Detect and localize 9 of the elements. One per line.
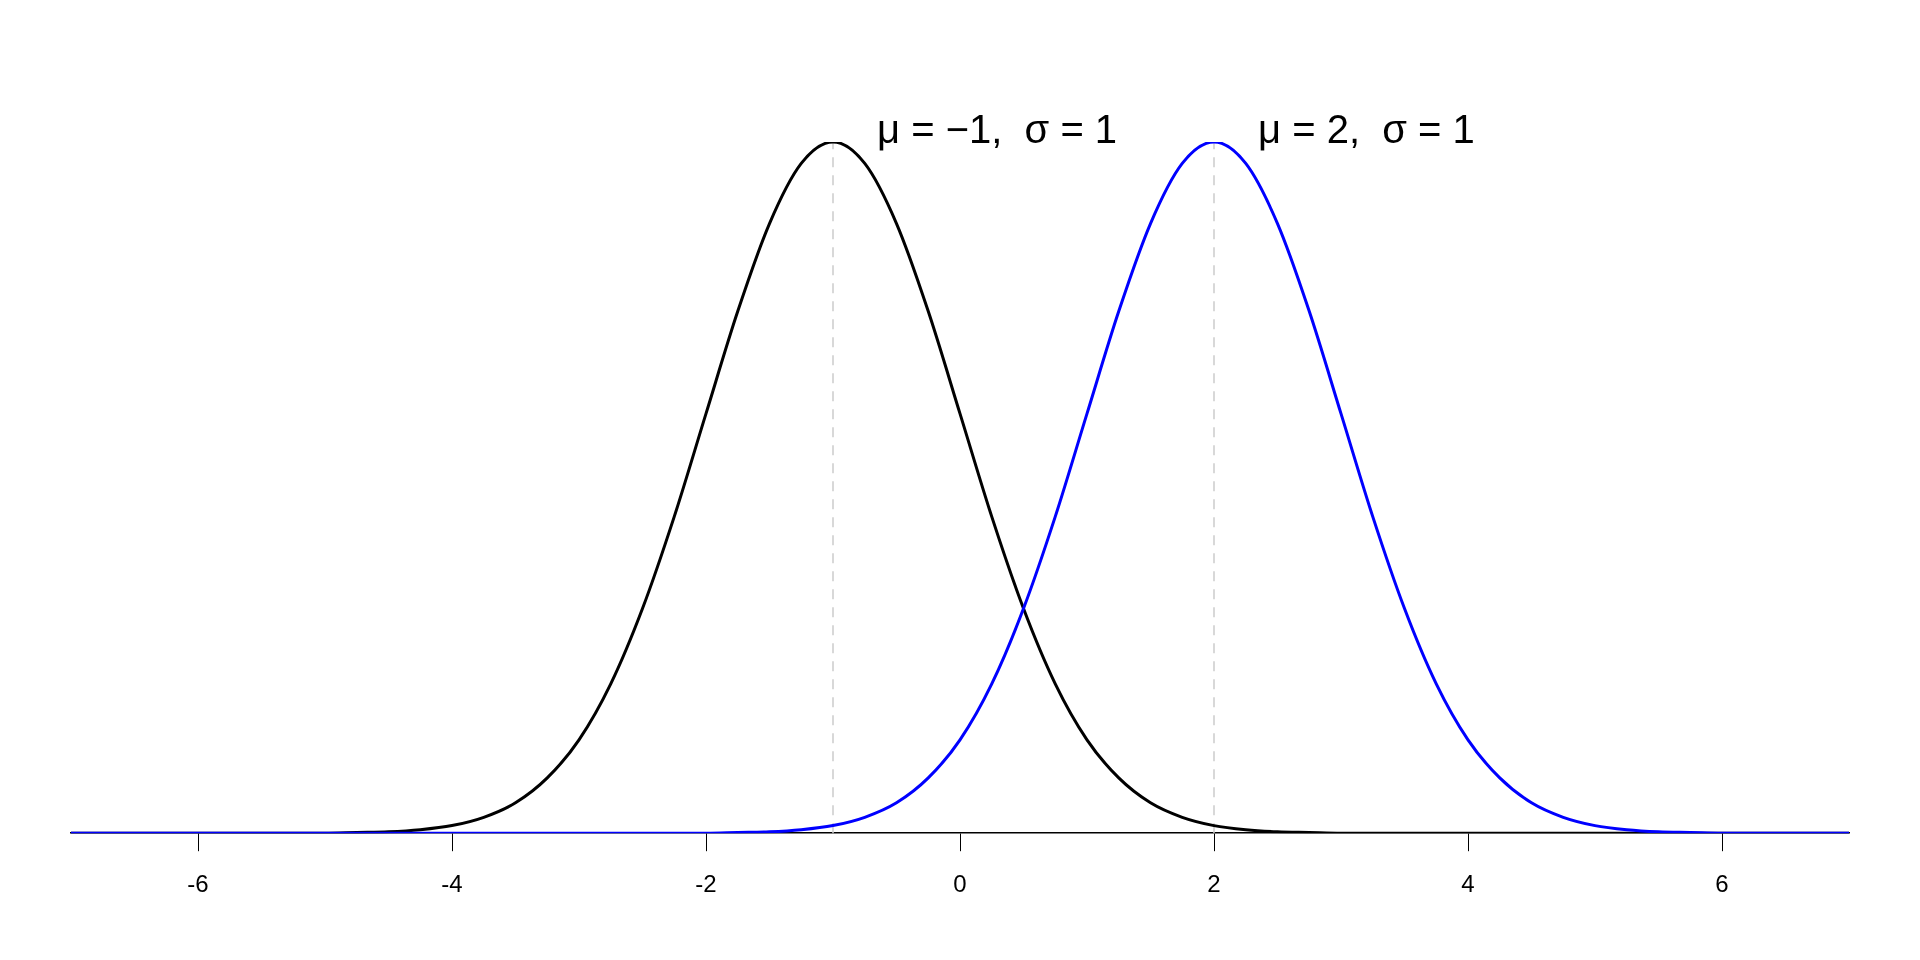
x-tick-label: -2 xyxy=(695,870,717,898)
x-tick-label: 2 xyxy=(1207,870,1221,898)
annotation: μ = 2, σ = 1 xyxy=(1258,107,1475,152)
annotation: μ = −1, σ = 1 xyxy=(877,107,1118,152)
x-tick-label: -6 xyxy=(187,870,209,898)
x-tick-label: 6 xyxy=(1715,870,1729,898)
x-tick-label: 4 xyxy=(1461,870,1475,898)
x-tick-label: 0 xyxy=(953,870,967,898)
x-tick-label: -4 xyxy=(441,870,463,898)
